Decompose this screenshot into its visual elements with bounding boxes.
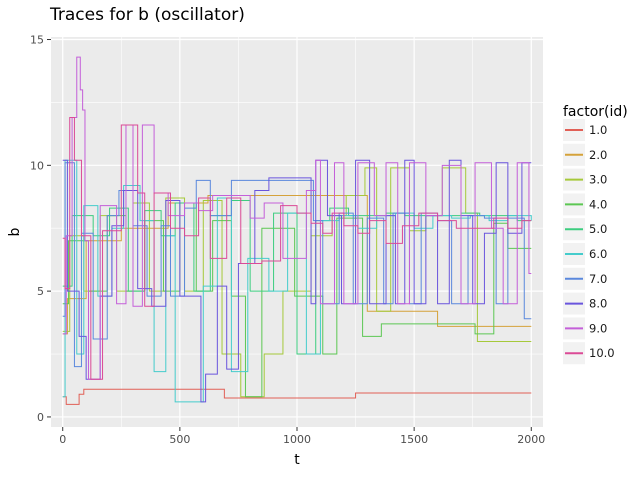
y-tick-label: 15 (30, 34, 44, 47)
x-tick-label: 2000 (517, 433, 545, 446)
y-tick-label: 10 (30, 159, 44, 172)
legend-title: factor(id) (563, 104, 628, 120)
series-line-7.0 (62, 162, 532, 368)
legend-label: 2.0 (589, 148, 607, 162)
legend-label: 10.0 (589, 346, 615, 360)
x-tick-label: 0 (59, 433, 66, 446)
legend: factor(id) 1.0 2.0 3.0 4.0 5.0 6.0 7.0 8.0 9.0 10… (563, 104, 628, 365)
series-lines (62, 56, 532, 405)
legend-label: 8.0 (589, 297, 607, 311)
series-line-1.0 (62, 388, 532, 405)
y-tick-label: 0 (37, 411, 44, 424)
legend-label: 4.0 (589, 197, 607, 211)
legend-label: 3.0 (589, 173, 607, 187)
series-line-9.0 (62, 56, 532, 380)
x-tick-label: 500 (169, 433, 190, 446)
axis-ticks: 0 500 1000 1500 2000 0 5 10 15 (30, 34, 545, 446)
legend-label: 5.0 (589, 222, 607, 236)
chart-title: Traces for b (oscillator) (49, 5, 245, 25)
x-tick-label: 1000 (283, 433, 311, 446)
x-axis-title: t (294, 452, 300, 468)
series-line-3.0 (62, 167, 532, 398)
y-axis-title: b (7, 227, 23, 236)
legend-label: 7.0 (589, 272, 607, 286)
legend-label: 9.0 (589, 321, 607, 335)
legend-label: 6.0 (589, 247, 607, 261)
y-tick-label: 5 (37, 285, 44, 298)
series-line-10.0 (62, 117, 532, 380)
x-tick-label: 1500 (400, 433, 428, 446)
legend-label: 1.0 (589, 123, 607, 137)
